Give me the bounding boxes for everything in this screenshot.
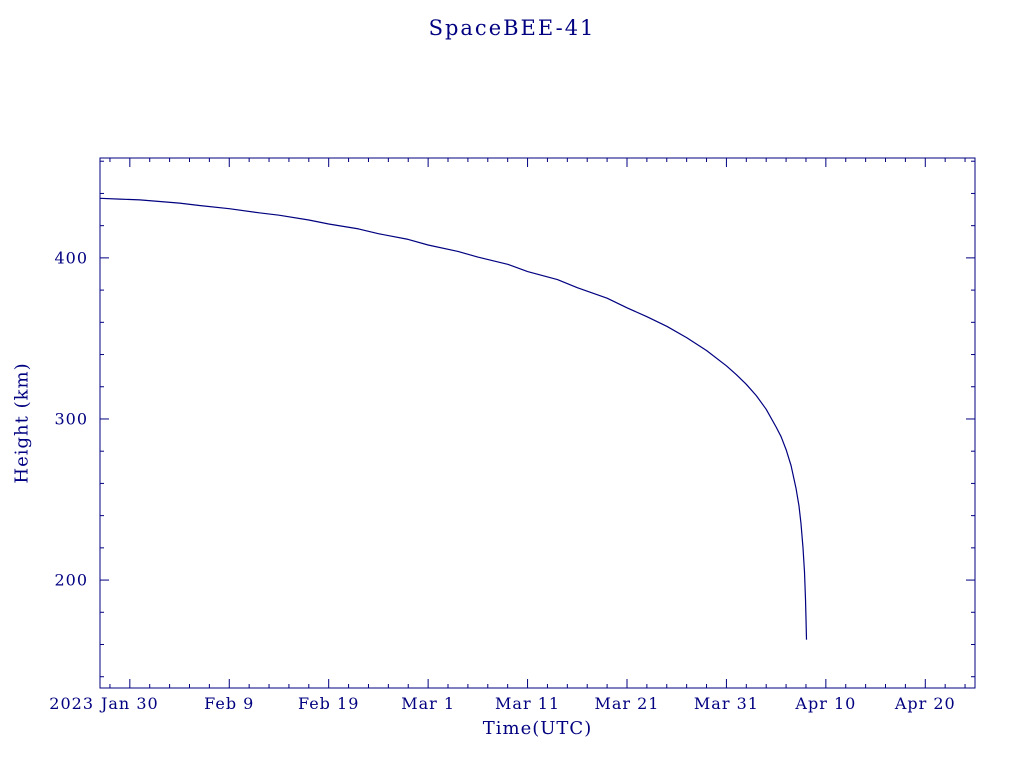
chart-title: SpaceBEE-41 [428,16,596,40]
x-axis-label: Time(UTC) [482,718,593,739]
decay-curve [99,197,808,640]
x-tick-label: Mar 21 [594,694,659,713]
x-tick-label: Apr 20 [894,694,956,713]
y-tick-label: 400 [54,248,88,267]
x-tick-label: Apr 10 [794,694,856,713]
x-tick-label: Feb 19 [298,694,359,713]
x-tick-label: Mar 1 [401,694,455,713]
y-tick-label: 200 [54,571,88,590]
year-label: 2023 [49,694,94,713]
x-tick-label: Jan 30 [99,694,159,713]
y-axis-label: Height (km) [11,362,33,484]
x-tick-label: Mar 31 [694,694,759,713]
x-tick-label: Feb 9 [204,694,254,713]
plot-frame [99,157,976,689]
x-tick-label: Mar 11 [495,694,560,713]
y-tick-label: 300 [54,409,88,428]
